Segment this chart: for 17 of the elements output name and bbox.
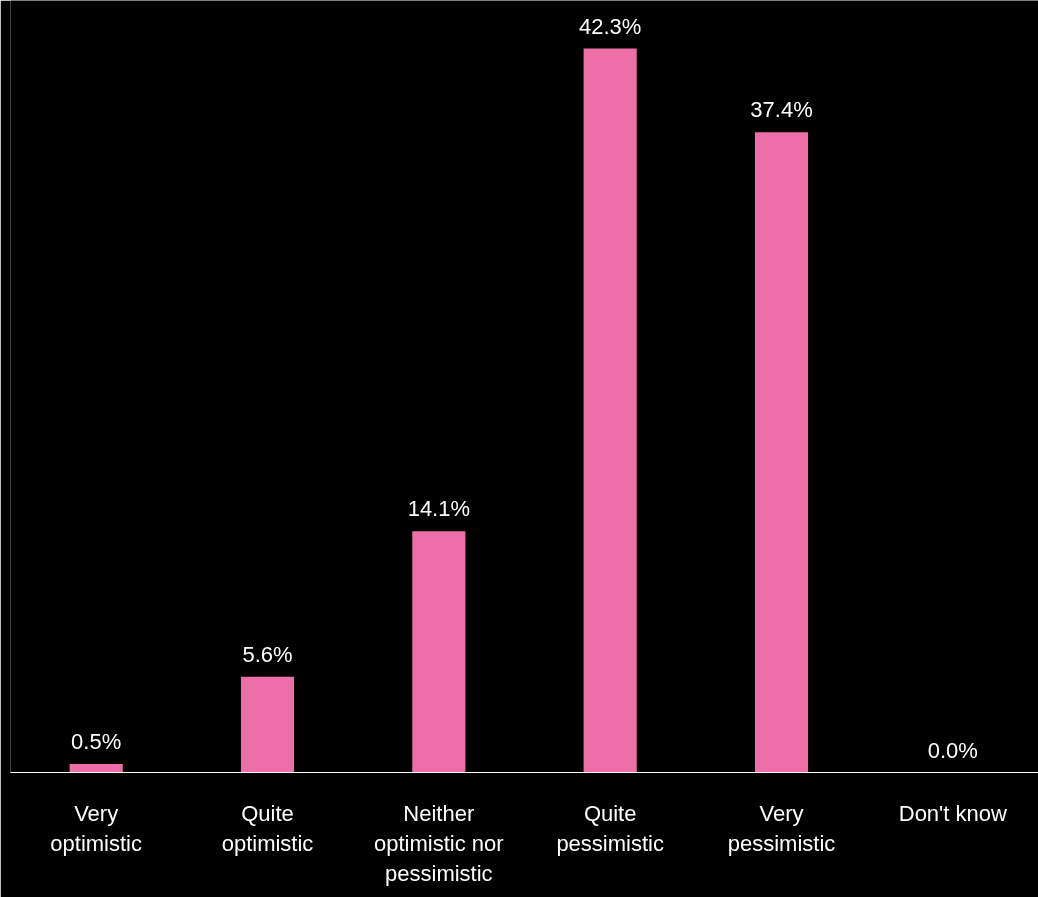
data-label: 0.0% <box>927 737 978 763</box>
x-tick-label: Very pessimistic <box>727 800 836 856</box>
x-tick-label: Very optimistic <box>50 800 143 856</box>
bar <box>583 48 637 773</box>
data-label: 37.4% <box>750 97 813 123</box>
data-label: 0.5% <box>71 728 122 754</box>
x-tick-label: Don't know <box>898 800 1008 826</box>
bar <box>69 763 123 773</box>
data-label: 14.1% <box>407 496 471 522</box>
x-tick-label: Neither optimistic nor pessimistic <box>374 800 504 886</box>
bar <box>754 132 809 773</box>
x-tick-label: Quite pessimistic <box>556 800 664 856</box>
x-tick-label: Quite optimistic <box>221 800 314 856</box>
bar <box>412 531 466 773</box>
data-label: 5.6% <box>242 641 293 667</box>
bar <box>240 676 295 773</box>
data-label: 42.3% <box>578 13 642 39</box>
